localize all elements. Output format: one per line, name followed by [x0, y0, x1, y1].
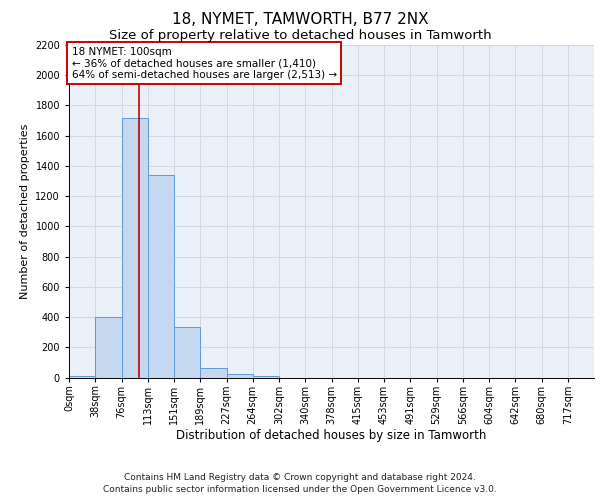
Bar — [95, 317, 121, 378]
Bar — [227, 374, 253, 378]
Text: 18 NYMET: 100sqm
← 36% of detached houses are smaller (1,410)
64% of semi-detach: 18 NYMET: 100sqm ← 36% of detached house… — [71, 46, 337, 80]
Text: Size of property relative to detached houses in Tamworth: Size of property relative to detached ho… — [109, 29, 491, 42]
Text: Contains HM Land Registry data © Crown copyright and database right 2024.
Contai: Contains HM Land Registry data © Crown c… — [103, 472, 497, 494]
Bar — [121, 118, 148, 378]
Bar — [69, 376, 95, 378]
Bar — [148, 175, 174, 378]
Y-axis label: Number of detached properties: Number of detached properties — [20, 124, 29, 299]
Bar — [200, 368, 227, 378]
Bar — [174, 327, 200, 378]
Bar — [253, 376, 279, 378]
X-axis label: Distribution of detached houses by size in Tamworth: Distribution of detached houses by size … — [176, 430, 487, 442]
Text: 18, NYMET, TAMWORTH, B77 2NX: 18, NYMET, TAMWORTH, B77 2NX — [172, 12, 428, 26]
